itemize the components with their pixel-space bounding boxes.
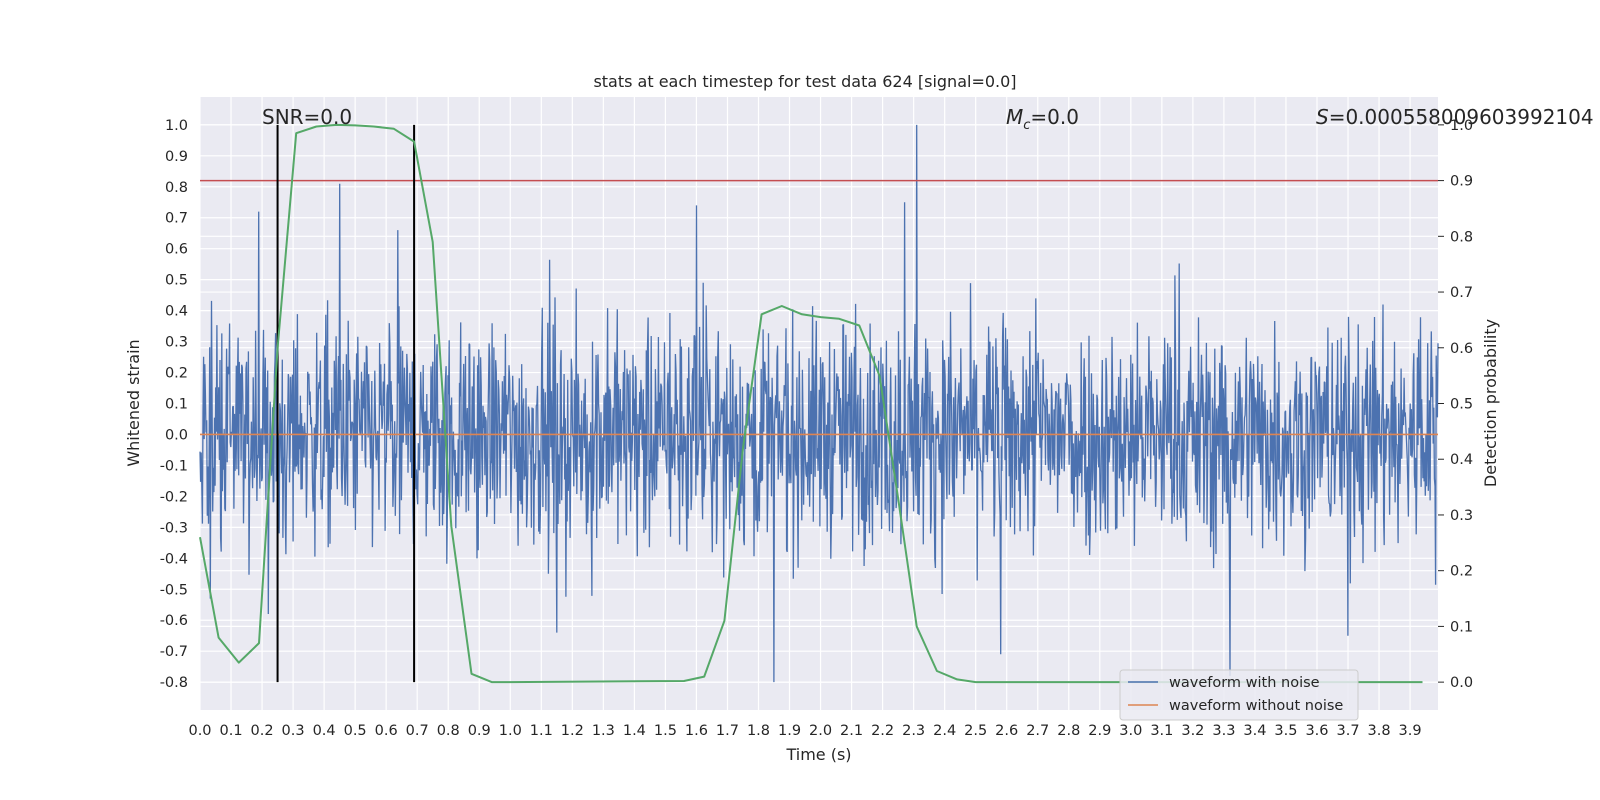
x-tick-label: 2.1 (840, 723, 863, 739)
x-tick-label: 3.2 (1181, 723, 1204, 739)
y-tick-label: -0.8 (160, 675, 188, 691)
x-tick-label: 3.6 (1305, 723, 1328, 739)
x-tick-label: 1.5 (654, 723, 677, 739)
x-tick-label: 0.6 (375, 723, 398, 739)
x-tick-label: 1.7 (716, 723, 739, 739)
y-right-axis-ticks: 0.0 0.1 0.2 0.3 0.4 0.5 0.6 0.7 0.8 0.9 1.0 (1438, 118, 1473, 691)
x-tick-label: 2.5 (964, 723, 987, 739)
x-tick-label: 2.8 (1057, 723, 1080, 739)
detection-probability-series (199, 123, 1423, 684)
s-symbol: S (1316, 105, 1329, 129)
x-tick-label: 2.0 (809, 723, 832, 739)
chirp-mass-value: =0.0 (1030, 105, 1079, 129)
x-tick-label: 1.9 (778, 723, 801, 739)
y-tick-label: -0.5 (160, 582, 188, 598)
x-tick-label: 3.7 (1336, 723, 1359, 739)
y-tick-label: 0.5 (165, 273, 188, 289)
legend-label-noise: waveform with noise (1169, 675, 1320, 691)
x-tick-label: 3.5 (1274, 723, 1297, 739)
x-axis-label: Time (s) (785, 745, 851, 764)
y-right-tick-label: 0.5 (1450, 397, 1473, 413)
y-tick-label: -0.7 (160, 644, 188, 660)
y-right-axis-label: Detection probability (1481, 319, 1500, 487)
y-right-tick-label: 0.8 (1450, 229, 1473, 245)
x-axis-ticks: 0.0 0.1 0.2 0.3 0.4 0.5 0.6 0.7 0.8 0.9 1.0 1.1 1.2 1… (188, 723, 1421, 739)
y-tick-label: 0.7 (165, 211, 188, 227)
y-tick-label: -0.1 (160, 458, 188, 474)
x-tick-label: 0.8 (437, 723, 460, 739)
reference-lines (200, 124, 1438, 683)
x-tick-label: 1.1 (530, 723, 553, 739)
x-tick-label: 3.3 (1212, 723, 1235, 739)
x-tick-label: 2.2 (871, 723, 894, 739)
x-tick-label: 2.6 (995, 723, 1018, 739)
y-axis-ticks: -0.8 -0.7 -0.6 -0.5 -0.4 -0.3 -0.2 -0.1 0.0 0.1 0.… (160, 118, 188, 691)
x-tick-label: 1.3 (592, 723, 615, 739)
y-tick-label: 0.0 (165, 427, 188, 443)
y-right-tick-label: 0.4 (1450, 452, 1473, 468)
x-tick-label: 1.6 (685, 723, 708, 739)
y-right-tick-label: 0.9 (1450, 174, 1473, 190)
y-tick-label: 0.6 (165, 242, 188, 258)
x-tick-label: 0.7 (406, 723, 429, 739)
legend: waveform with noise waveform without noi… (1119, 669, 1359, 721)
y-right-tick-label: 0.0 (1450, 675, 1473, 691)
y-right-tick-label: 0.7 (1450, 285, 1473, 301)
chirp-mass-symbol: M (1006, 105, 1023, 129)
x-tick-label: 1.0 (499, 723, 522, 739)
legend-box (1119, 669, 1359, 721)
x-tick-label: 0.4 (313, 723, 336, 739)
y-tick-label: 0.3 (165, 335, 188, 351)
x-tick-label: 2.4 (933, 723, 956, 739)
x-tick-label: 2.3 (902, 723, 925, 739)
s-annotation: S=0.000558009603992104 (1316, 105, 1594, 129)
x-tick-label: 0.5 (344, 723, 367, 739)
x-tick-label: 3.9 (1399, 723, 1422, 739)
x-tick-label: 3.0 (1119, 723, 1142, 739)
y-tick-label: -0.2 (160, 489, 188, 505)
y-tick-label: 0.4 (165, 304, 188, 320)
x-tick-label: 0.1 (219, 723, 242, 739)
y-tick-label: -0.4 (160, 551, 188, 567)
x-tick-label: 3.1 (1150, 723, 1173, 739)
x-tick-label: 0.9 (468, 723, 491, 739)
y-axis-label: Whitened strain (124, 339, 143, 466)
s-value: =0.000558009603992104 (1329, 105, 1594, 129)
y-right-tick-label: 0.2 (1450, 564, 1473, 580)
x-tick-label: 1.4 (623, 723, 646, 739)
x-tick-label: 0.3 (282, 723, 305, 739)
x-tick-label: 1.8 (747, 723, 770, 739)
x-tick-label: 3.8 (1368, 723, 1391, 739)
y-right-tick-label: 0.3 (1450, 508, 1473, 524)
y-tick-label: 0.2 (165, 366, 188, 382)
chart-title: stats at each timestep for test data 624… (593, 72, 1016, 91)
waveform-with-noise-line (199, 124, 1439, 683)
x-tick-label: 2.7 (1026, 723, 1049, 739)
x-tick-label: 1.2 (561, 723, 584, 739)
chirp-mass-subscript: c (1023, 118, 1030, 133)
y-tick-label: -0.3 (160, 520, 188, 536)
waveform-with-noise-series (199, 124, 1439, 683)
legend-label-clean: waveform without noise (1169, 698, 1343, 714)
x-tick-label: 0.0 (188, 723, 211, 739)
x-tick-label: 2.9 (1088, 723, 1111, 739)
y-tick-label: 1.0 (165, 118, 188, 134)
y-tick-label: 0.1 (165, 397, 188, 413)
y-tick-label: 0.8 (165, 180, 188, 196)
y-right-tick-label: 0.1 (1450, 619, 1473, 635)
chirp-mass-annotation: Mc=0.0 (1006, 105, 1079, 133)
detection-probability-line (199, 123, 1423, 684)
x-tick-label: 3.4 (1243, 723, 1266, 739)
y-tick-label: 0.9 (165, 149, 188, 165)
y-right-tick-label: 0.6 (1450, 341, 1473, 357)
y-right-tick-label: 1.0 (1450, 118, 1473, 134)
x-tick-label: 0.2 (251, 723, 274, 739)
snr-annotation: SNR=0.0 (262, 105, 352, 129)
y-tick-label: -0.6 (160, 613, 188, 629)
